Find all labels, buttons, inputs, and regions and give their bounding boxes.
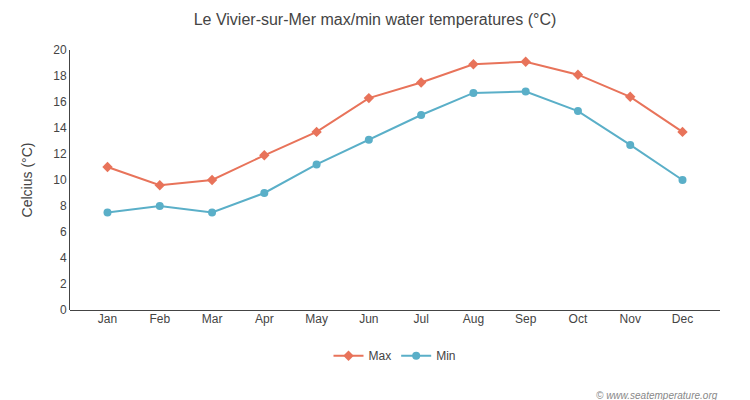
svg-text:Feb: Feb <box>149 312 170 326</box>
svg-text:Jul: Jul <box>413 312 428 326</box>
svg-text:© www.seatemperature.org: © www.seatemperature.org <box>596 390 718 400</box>
svg-text:6: 6 <box>60 225 67 239</box>
svg-text:4: 4 <box>60 251 67 265</box>
svg-text:2: 2 <box>60 277 67 291</box>
svg-text:20: 20 <box>53 43 67 57</box>
svg-text:Nov: Nov <box>620 312 641 326</box>
svg-text:Max: Max <box>369 349 392 363</box>
svg-text:Jun: Jun <box>359 312 378 326</box>
svg-text:Aug: Aug <box>463 312 484 326</box>
svg-text:Dec: Dec <box>672 312 693 326</box>
svg-text:16: 16 <box>53 95 67 109</box>
svg-text:18: 18 <box>53 69 67 83</box>
svg-text:14: 14 <box>53 121 67 135</box>
svg-text:12: 12 <box>53 147 67 161</box>
svg-text:Celcius (°C): Celcius (°C) <box>19 143 35 218</box>
svg-text:Jan: Jan <box>98 312 117 326</box>
svg-text:Min: Min <box>436 349 455 363</box>
svg-text:0: 0 <box>60 303 67 317</box>
svg-text:Apr: Apr <box>255 312 274 326</box>
svg-text:Oct: Oct <box>569 312 588 326</box>
svg-text:8: 8 <box>60 199 67 213</box>
svg-text:10: 10 <box>53 173 67 187</box>
svg-text:Mar: Mar <box>202 312 223 326</box>
svg-text:May: May <box>305 312 328 326</box>
svg-text:Sep: Sep <box>515 312 537 326</box>
svg-text:Le Vivier-sur-Mer max/min wate: Le Vivier-sur-Mer max/min water temperat… <box>194 11 557 28</box>
